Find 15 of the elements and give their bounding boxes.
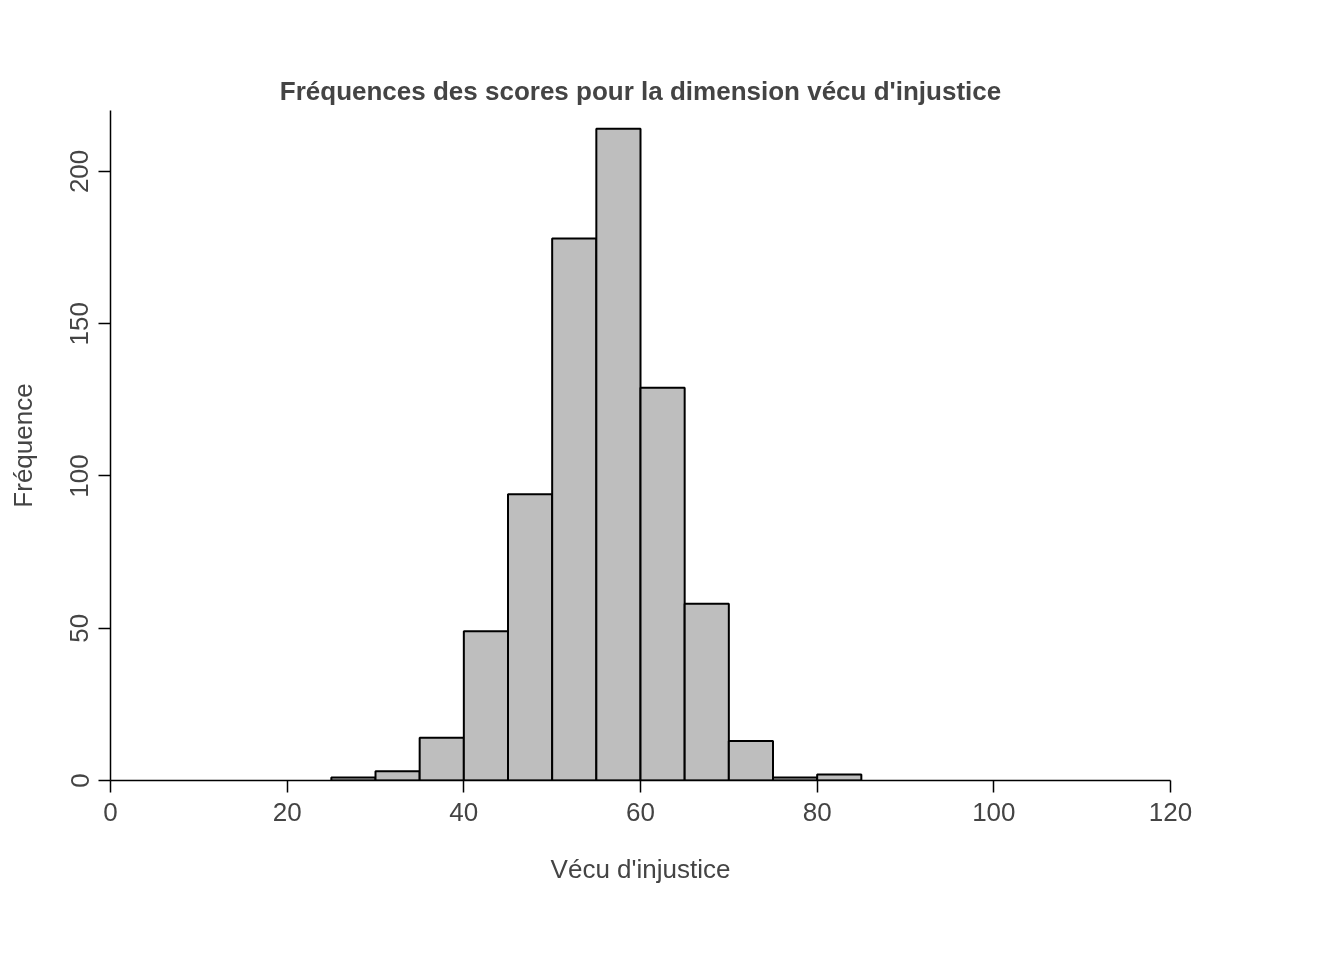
x-axis-title: Vécu d'injustice [550, 853, 731, 884]
x-tick-label: 40 [449, 796, 479, 827]
chart-title: Fréquences des scores pour la dimension vécu d'injustice [279, 75, 1002, 106]
y-tick-label: 50 [64, 613, 95, 643]
y-tick-label: 200 [64, 149, 95, 194]
x-tick-label: 120 [1148, 796, 1193, 827]
y-tick-label: 100 [64, 454, 95, 498]
y-axis-title: Fréquence [7, 383, 38, 508]
x-tick-label: 20 [272, 796, 302, 827]
x-tick-label: 80 [802, 796, 832, 827]
y-tick-label: 150 [64, 301, 95, 346]
y-tick-label: 0 [64, 773, 95, 788]
x-tick-label: 100 [972, 796, 1016, 827]
x-tick-label: 60 [626, 796, 655, 827]
x-tick-label: 0 [103, 796, 118, 827]
